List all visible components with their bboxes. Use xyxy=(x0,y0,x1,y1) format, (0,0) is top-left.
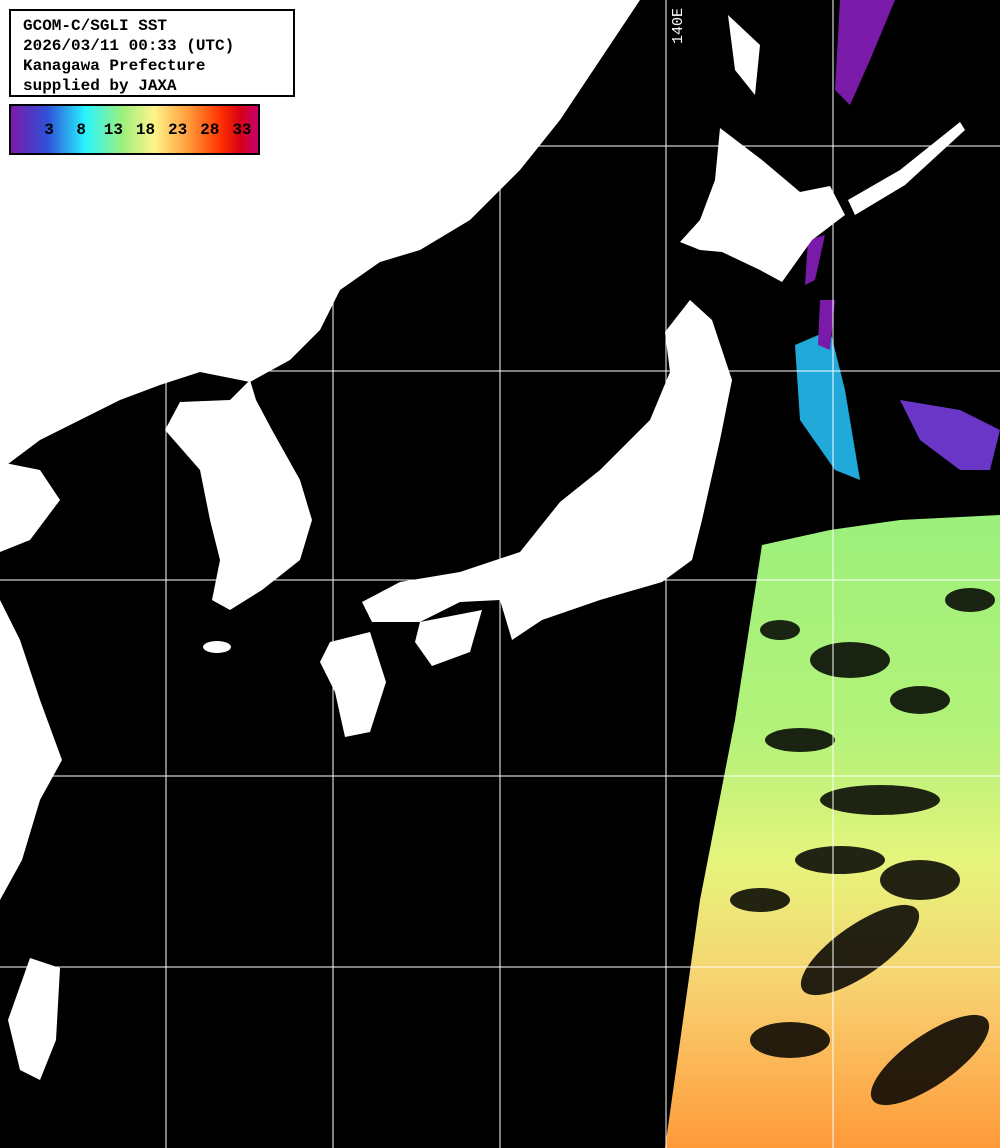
colorbar-tick: 13 xyxy=(103,120,123,139)
title-box: GCOM-C/SGLI SST 2026/03/11 00:33 (UTC) K… xyxy=(9,9,295,97)
colorbar-tick: 18 xyxy=(135,120,156,139)
colorbar-tick: 23 xyxy=(168,120,188,139)
colorbar-tick: 33 xyxy=(232,120,252,139)
lon-label-140e: 140E xyxy=(670,7,687,44)
colorbar-tick: 3 xyxy=(44,120,54,139)
lat-label-40n: 40N xyxy=(12,352,40,369)
title-credit: supplied by JAXA xyxy=(23,77,177,95)
colorbar-tick: 28 xyxy=(200,120,220,139)
title-satellite: GCOM-C/SGLI SST xyxy=(23,17,168,35)
title-datetime: 2026/03/11 00:33 (UTC) xyxy=(23,37,235,55)
sst-colorbar: 3 8 13 18 23 28 33 xyxy=(9,104,260,155)
title-region: Kanagawa Prefecture xyxy=(23,57,206,75)
lat-label-30n: 30N xyxy=(18,757,46,774)
colorbar-tick: 8 xyxy=(76,120,87,139)
